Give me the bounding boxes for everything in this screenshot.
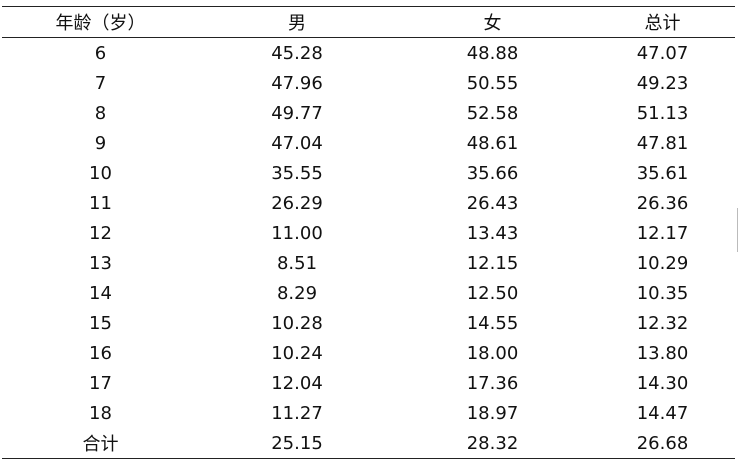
- cell-age: 13: [89, 252, 112, 274]
- table-row: 10 35.55 35.66 35.61: [2, 158, 735, 188]
- cell-male: 10.28: [271, 312, 323, 334]
- cell-age: 18: [89, 402, 112, 424]
- cell-male: 10.24: [271, 342, 323, 364]
- table-row: 15 10.28 14.55 12.32: [2, 308, 735, 338]
- cell-female: 17.36: [466, 372, 519, 394]
- cell-female: 48.88: [466, 42, 519, 64]
- table-row: 8 49.77 52.58 51.13: [2, 98, 735, 128]
- cell-total: 14.30: [636, 372, 689, 394]
- cell-total: 10.35: [636, 282, 689, 304]
- cell-total: 10.29: [636, 252, 689, 274]
- table-row: 9 47.04 48.61 47.81: [2, 128, 735, 158]
- data-table-container: 年龄（岁） 男 女 总计 6 45.28 48.88 47.07 7 47.96 50.55…: [2, 6, 735, 459]
- cell-age: 合计: [2, 428, 199, 459]
- table-row: 11 26.29 26.43 26.36: [2, 188, 735, 218]
- cell-age: 6: [94, 42, 107, 64]
- header-male: 男: [199, 6, 395, 38]
- cell-male: 35.55: [271, 162, 323, 184]
- cell-age: 17: [89, 372, 112, 394]
- cell-female: 13.43: [466, 222, 519, 244]
- header-total: 总计: [590, 6, 735, 38]
- cell-age: 10: [89, 162, 112, 184]
- cell-female: 35.66: [466, 162, 519, 184]
- cell-male: 26.29: [271, 192, 323, 214]
- cell-age: 15: [89, 312, 112, 334]
- cell-age: 9: [94, 132, 107, 154]
- cell-female: 28.32: [395, 428, 590, 459]
- cell-male: 8.51: [276, 252, 318, 274]
- table-row: 6 45.28 48.88 47.07: [2, 38, 735, 69]
- cell-male: 8.29: [276, 282, 318, 304]
- edge-mark: [737, 208, 738, 252]
- header-female: 女: [395, 6, 590, 38]
- cell-male: 12.04: [271, 372, 323, 394]
- table-row: 17 12.04 17.36 14.30: [2, 368, 735, 398]
- table-row: 7 47.96 50.55 49.23: [2, 68, 735, 98]
- cell-age: 11: [89, 192, 112, 214]
- cell-male: 11.27: [271, 402, 323, 424]
- cell-female: 52.58: [466, 102, 519, 124]
- cell-total: 47.81: [636, 132, 689, 154]
- header-row: 年龄（岁） 男 女 总计: [2, 6, 735, 38]
- cell-female: 14.55: [466, 312, 519, 334]
- cell-age: 12: [89, 222, 112, 244]
- cell-total: 35.61: [636, 162, 689, 184]
- cell-age: 7: [94, 72, 107, 94]
- cell-total: 12.32: [636, 312, 689, 334]
- table-row: 13 8.51 12.15 10.29: [2, 248, 735, 278]
- cell-total: 26.68: [590, 428, 735, 459]
- cell-male: 11.00: [271, 222, 323, 244]
- cell-female: 12.15: [466, 252, 519, 274]
- cell-male: 47.04: [271, 132, 323, 154]
- cell-total: 51.13: [636, 102, 689, 124]
- table-row: 合计 25.15 28.32 26.68: [2, 428, 735, 459]
- cell-total: 47.07: [636, 42, 689, 64]
- cell-female: 26.43: [466, 192, 519, 214]
- cell-female: 48.61: [466, 132, 519, 154]
- cell-age: 16: [89, 342, 112, 364]
- cell-total: 14.47: [636, 402, 689, 424]
- cell-male: 47.96: [271, 72, 323, 94]
- cell-female: 18.00: [466, 342, 519, 364]
- cell-total: 12.17: [636, 222, 689, 244]
- cell-age: 14: [89, 282, 112, 304]
- cell-female: 50.55: [466, 72, 519, 94]
- cell-male: 45.28: [271, 42, 323, 64]
- data-table: 年龄（岁） 男 女 总计 6 45.28 48.88 47.07 7 47.96 50.55…: [2, 6, 735, 459]
- table-body: 6 45.28 48.88 47.07 7 47.96 50.55 49.23 8 49.77 52…: [2, 38, 735, 459]
- table-row: 12 11.00 13.43 12.17: [2, 218, 735, 248]
- table-row: 18 11.27 18.97 14.47: [2, 398, 735, 428]
- table-header: 年龄（岁） 男 女 总计: [2, 6, 735, 38]
- cell-female: 18.97: [466, 402, 519, 424]
- cell-male: 25.15: [199, 428, 395, 459]
- cell-total: 49.23: [636, 72, 689, 94]
- cell-total: 26.36: [636, 192, 689, 214]
- table-row: 14 8.29 12.50 10.35: [2, 278, 735, 308]
- header-age: 年龄（岁）: [2, 6, 199, 38]
- cell-female: 12.50: [466, 282, 519, 304]
- cell-male: 49.77: [271, 102, 323, 124]
- cell-total: 13.80: [636, 342, 689, 364]
- table-row: 16 10.24 18.00 13.80: [2, 338, 735, 368]
- cell-age: 8: [94, 102, 107, 124]
